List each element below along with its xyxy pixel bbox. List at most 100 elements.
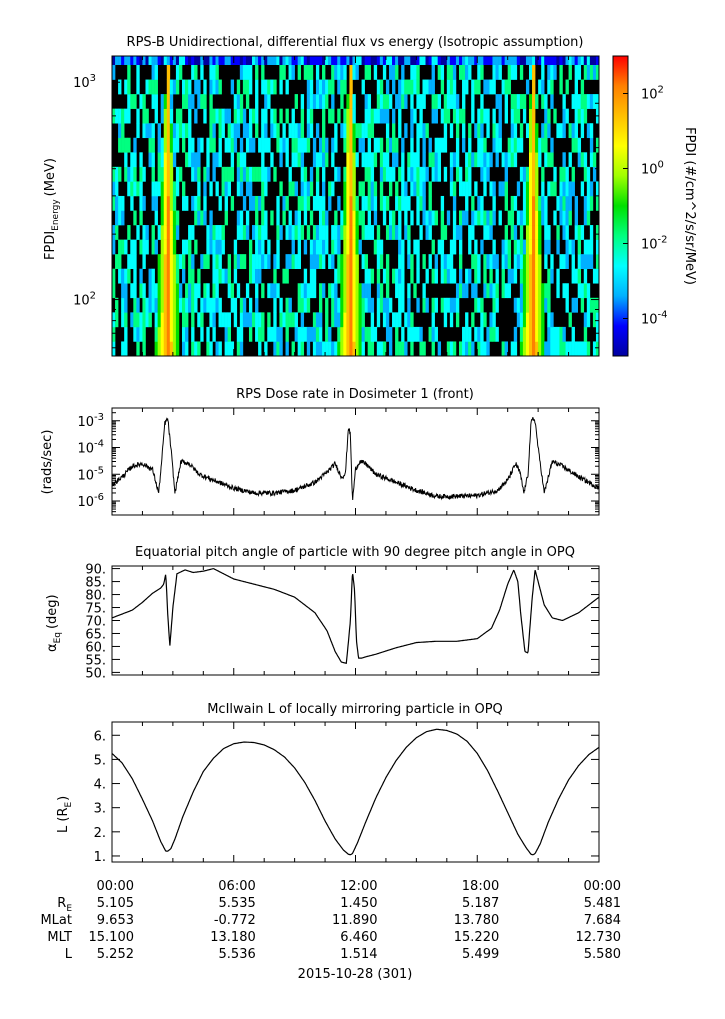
- panel-spectrogram: RPS-B Unidirectional, differential flux …: [43, 35, 697, 357]
- spectrogram-cell: [124, 341, 128, 357]
- spectrogram-cell: [188, 123, 192, 139]
- spectrogram-cell: [215, 341, 219, 357]
- spectrogram-cell: [525, 239, 530, 255]
- spectrogram-cell: [370, 166, 375, 182]
- spectrogram-cell: [571, 297, 575, 313]
- spectrogram-cell: [553, 64, 557, 80]
- spectrogram-cell: [541, 283, 545, 299]
- spectrogram-cell: [261, 166, 265, 182]
- spectrogram-cell: [175, 108, 180, 124]
- spectrogram-cell: [361, 312, 365, 328]
- spectrogram-cell: [388, 166, 393, 182]
- spectrogram-cell: [401, 181, 405, 197]
- spectrogram-cell: [504, 283, 508, 299]
- spectrogram-cell: [535, 210, 539, 226]
- spectrogram-cell: [303, 239, 308, 255]
- spectrogram-cell: [297, 123, 302, 139]
- spectrogram-cell: [303, 166, 308, 182]
- spectrogram-cell: [215, 64, 219, 80]
- spectrogram-cell: [127, 94, 131, 109]
- spectrogram-cell: [553, 341, 557, 357]
- spectrogram-cell: [425, 225, 429, 240]
- spectrogram-cell: [236, 108, 241, 124]
- spectrogram-cell: [577, 56, 582, 65]
- spectrogram-cell: [364, 297, 368, 313]
- spectrogram-cell: [315, 225, 320, 240]
- spectrogram-cell: [379, 254, 384, 269]
- spectrogram-cell: [574, 137, 578, 153]
- spectrogram-cell: [535, 94, 539, 109]
- spectrogram-cell: [239, 210, 244, 226]
- spectrogram-cell: [465, 210, 469, 226]
- spectrogram-cell: [124, 79, 128, 95]
- spectrogram-cell: [270, 152, 274, 168]
- spectrogram-cell: [364, 166, 368, 182]
- spectrogram-cell: [197, 195, 201, 211]
- spectrogram-cell: [440, 56, 445, 65]
- spectrogram-cell: [139, 239, 143, 255]
- spectrogram-cell: [595, 225, 600, 240]
- spectrogram-cell: [458, 239, 463, 255]
- spectrogram-cell: [571, 254, 575, 269]
- spectrogram-cell: [483, 137, 487, 153]
- spectrogram-cell: [528, 312, 533, 328]
- spectrogram-cell: [486, 225, 490, 240]
- spectrogram-cell: [498, 56, 502, 65]
- spectrogram-cell: [285, 297, 289, 313]
- spectrogram-cell: [440, 64, 445, 80]
- spectrogram-cell: [437, 166, 442, 182]
- x-tick-label: 00:00: [584, 879, 621, 894]
- spectrogram-cell: [410, 254, 414, 269]
- spectrogram-cell: [145, 312, 149, 328]
- spectrogram-cell: [315, 254, 320, 269]
- spectrogram-cell: [401, 239, 405, 255]
- spectrogram-cell: [148, 268, 152, 284]
- spectrogram-cell: [513, 137, 518, 153]
- spectrogram-cell: [385, 166, 390, 182]
- spectrogram-cell: [191, 283, 195, 299]
- spectrogram-cell: [233, 297, 238, 313]
- spectrogram-cell: [206, 254, 210, 269]
- spectrogram-cell: [175, 341, 180, 357]
- spectrogram-cell: [556, 283, 560, 299]
- spectrogram-cell: [358, 210, 362, 226]
- spectrogram-cell: [419, 225, 423, 240]
- spectrogram-cell: [440, 254, 445, 269]
- spectrogram-cell: [276, 56, 280, 65]
- spectrogram-cell: [151, 152, 155, 168]
- spectrogram-cell: [175, 312, 180, 328]
- spectrogram-cell: [255, 108, 259, 124]
- dose-ytick-label: 10-3: [77, 412, 104, 430]
- spectrogram-cell: [395, 195, 399, 211]
- spectrogram-cell: [355, 195, 359, 211]
- spectrogram-cell: [571, 137, 575, 153]
- spectrogram-cell: [318, 283, 323, 299]
- spectrogram-cell: [498, 181, 502, 197]
- spectrogram-cell: [312, 137, 317, 153]
- spectrogram-cell: [419, 56, 423, 65]
- spectrogram-cell: [513, 268, 518, 284]
- spectrogram-cell: [242, 225, 247, 240]
- spectrogram-cell: [431, 56, 435, 65]
- spectrogram-cell: [148, 79, 152, 95]
- spectrogram-cell: [577, 225, 582, 240]
- spectrogram-cell: [434, 297, 438, 313]
- spectrogram-cell: [565, 254, 569, 269]
- spectrogram-cell: [385, 225, 390, 240]
- spectrogram-cell: [465, 341, 469, 357]
- spectrogram-cell: [522, 195, 527, 211]
- spectrogram-cell: [516, 254, 521, 269]
- spectrogram-cell: [160, 254, 165, 269]
- spectrogram-cell: [507, 283, 512, 299]
- spectrogram-cell: [483, 181, 487, 197]
- spectrogram-cell: [166, 108, 171, 124]
- spectrogram-cell: [227, 254, 232, 269]
- spectrogram-cell: [474, 297, 478, 313]
- spectrogram-cell: [519, 137, 524, 153]
- spectrogram-cell: [230, 283, 235, 299]
- spectrogram-cell: [197, 268, 201, 284]
- spectrogram-cell: [279, 56, 283, 65]
- spectrogram-cell: [379, 166, 384, 182]
- spectrogram-cell: [182, 94, 186, 109]
- spectrogram-cell: [352, 312, 356, 328]
